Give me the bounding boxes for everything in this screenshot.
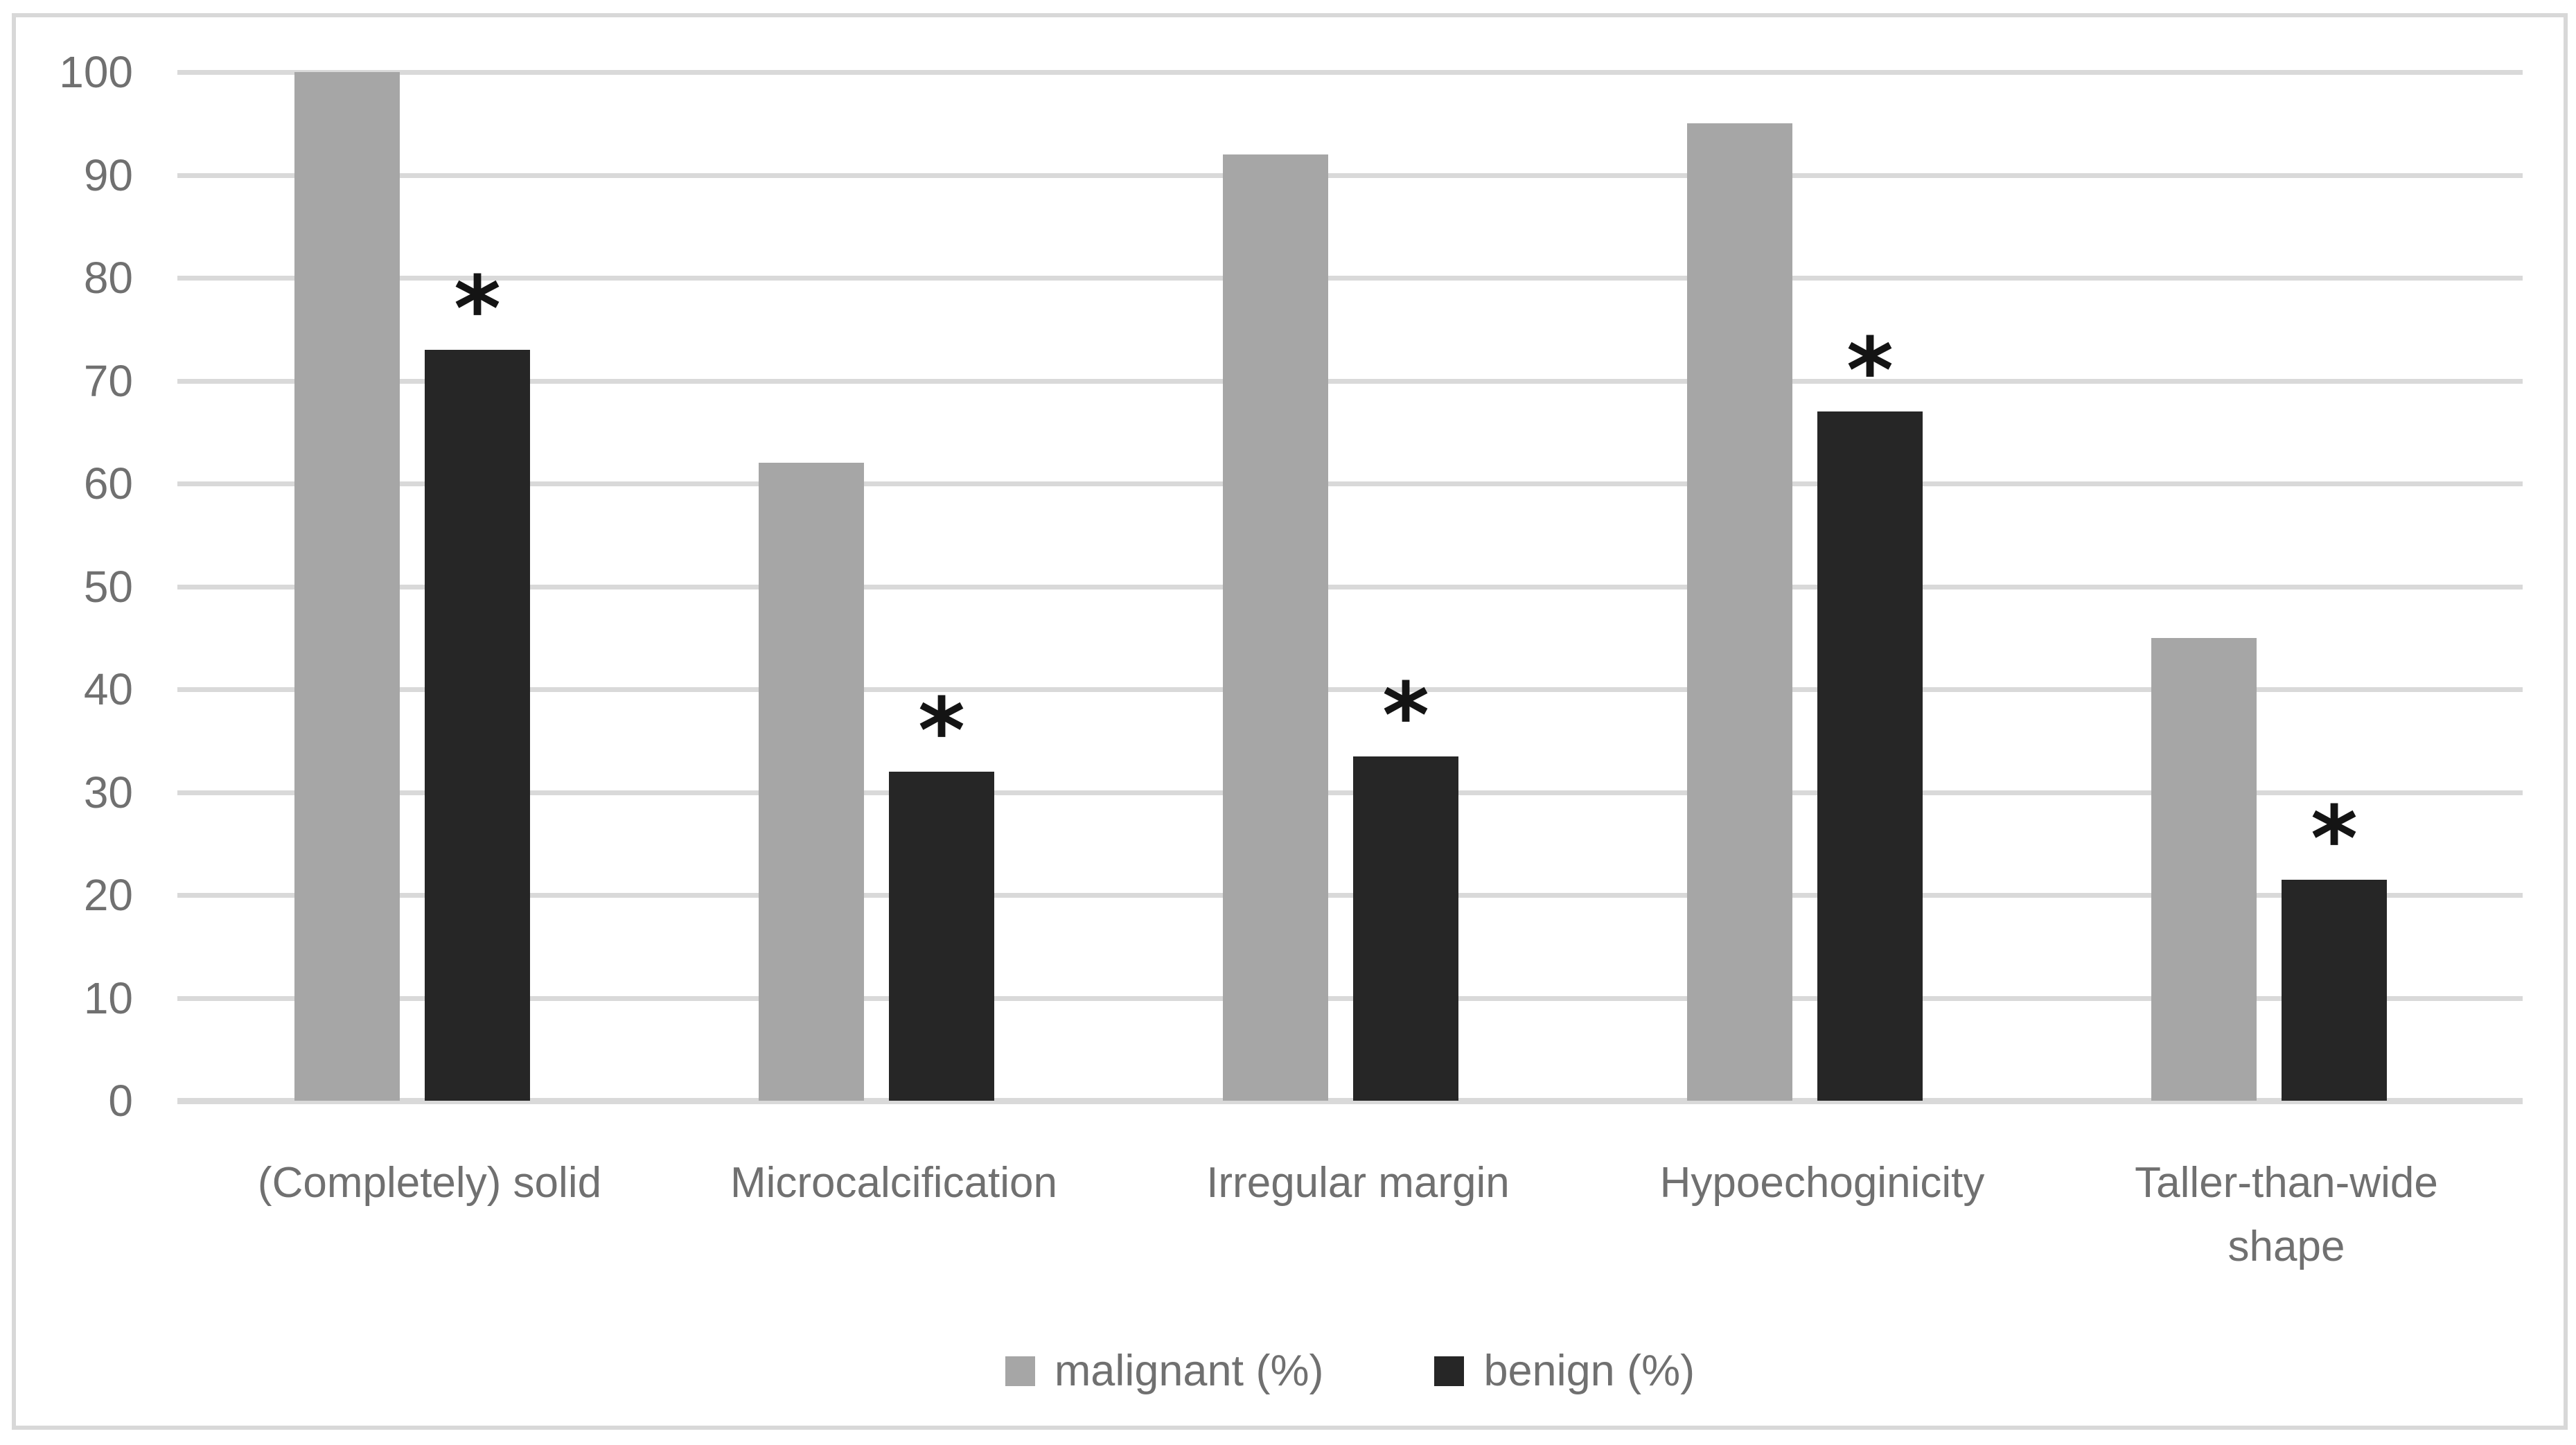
legend-label-benign: benign (%) [1483, 1347, 1695, 1395]
y-axis-tick-label-100: 100 [59, 47, 133, 97]
bar-benign-category-5 [2282, 880, 2387, 1101]
bar-malignant-category-1 [294, 72, 400, 1101]
x-axis-category-label-3: Irregular margin [1206, 1159, 1510, 1207]
gridline-50 [177, 585, 2523, 589]
significance-asterisk-category-1: * [454, 256, 501, 362]
gridline-100 [177, 70, 2523, 75]
y-axis-tick-label-40: 40 [83, 664, 133, 714]
gridline-90 [177, 173, 2523, 178]
legend-item-benign: benign (%) [1434, 1347, 1695, 1395]
gridline-10 [177, 996, 2523, 1001]
gridline-20 [177, 893, 2523, 898]
gridline-70 [177, 379, 2523, 384]
bar-benign-category-1 [425, 350, 530, 1101]
legend-swatch-benign [1434, 1356, 1465, 1386]
gridline-40 [177, 687, 2523, 692]
x-axis-category-label-4: Hypoechoginicity [1659, 1159, 1985, 1207]
legend-item-malignant: malignant (%) [1005, 1347, 1324, 1395]
bar-malignant-category-3 [1223, 154, 1328, 1101]
bar-benign-category-4 [1817, 411, 1923, 1101]
significance-asterisk-category-4: * [1846, 318, 1894, 423]
y-axis-tick-label-50: 50 [83, 562, 133, 612]
y-axis-tick-label-80: 80 [83, 253, 133, 303]
y-axis-tick-label-70: 70 [83, 356, 133, 406]
y-axis-tick-label-0: 0 [108, 1076, 133, 1126]
significance-asterisk-category-5: * [2311, 786, 2358, 892]
y-axis-tick-label-60: 60 [83, 459, 133, 508]
y-axis-tick-label-10: 10 [83, 973, 133, 1023]
bar-benign-category-3 [1353, 756, 1458, 1101]
bar-malignant-category-2 [759, 463, 864, 1101]
x-axis-category-label-2: Microcalcification [730, 1159, 1058, 1207]
gridline-60 [177, 481, 2523, 486]
x-axis-line [177, 1098, 2523, 1104]
gridline-30 [177, 790, 2523, 795]
y-axis-tick-label-30: 30 [83, 768, 133, 817]
bar-malignant-category-4 [1687, 123, 1792, 1101]
significance-asterisk-category-3: * [1382, 663, 1429, 768]
bar-malignant-category-5 [2151, 638, 2257, 1101]
x-axis-category-label-1: (Completely) solid [257, 1159, 602, 1207]
significance-asterisk-category-2: * [918, 678, 965, 783]
y-axis-tick-label-20: 20 [83, 870, 133, 920]
y-axis-tick-label-90: 90 [83, 150, 133, 200]
legend: malignant (%) benign (%) [177, 1347, 2523, 1395]
legend-swatch-malignant [1005, 1356, 1035, 1386]
x-axis-category-label-5: Taller-than-wide shape [2135, 1159, 2438, 1270]
gridline-80 [177, 276, 2523, 281]
bar-benign-category-2 [889, 772, 994, 1101]
legend-label-malignant: malignant (%) [1054, 1347, 1324, 1395]
